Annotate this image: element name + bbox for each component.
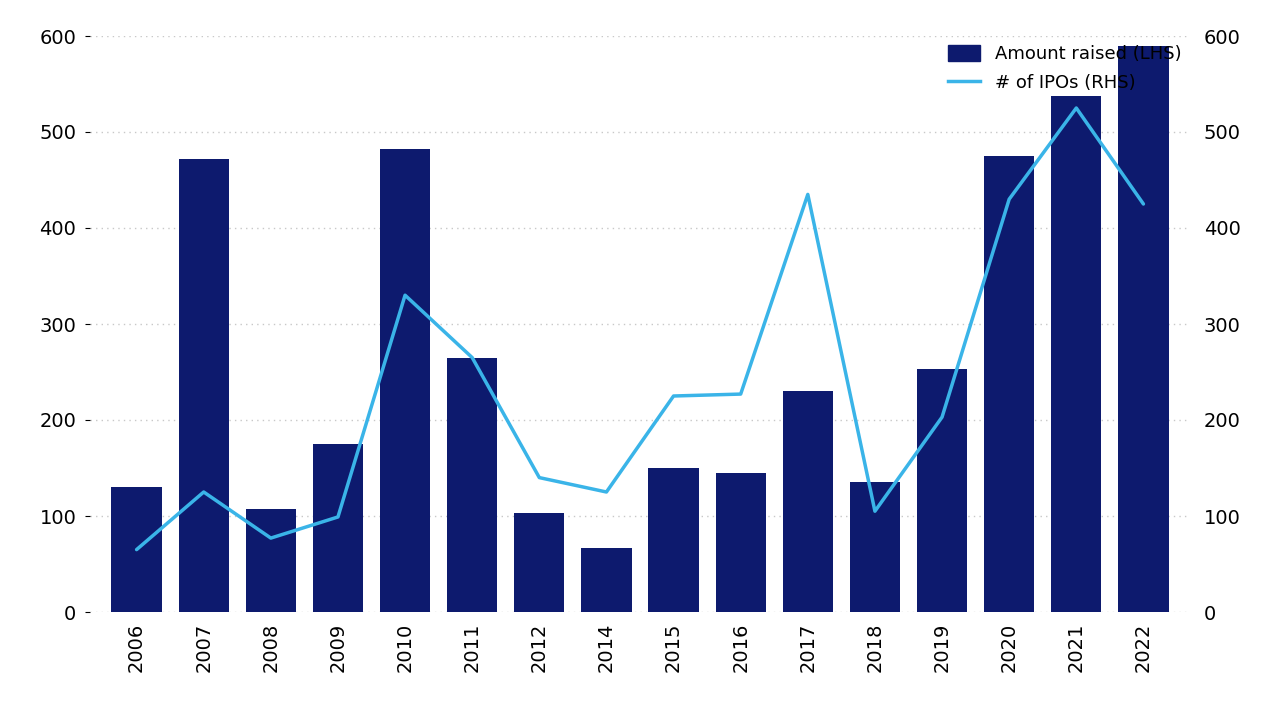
Bar	[916, 369, 968, 612]
Bar	[649, 468, 699, 612]
Bar	[447, 358, 498, 612]
Bar	[246, 509, 296, 612]
Bar	[782, 391, 833, 612]
Bar	[984, 156, 1034, 612]
Bar	[312, 444, 364, 612]
Bar	[380, 149, 430, 612]
Bar	[1051, 96, 1102, 612]
Legend: Amount raised (LHS), # of IPOs (RHS): Amount raised (LHS), # of IPOs (RHS)	[947, 45, 1181, 92]
Bar	[716, 473, 765, 612]
Bar	[1119, 45, 1169, 612]
Bar	[515, 513, 564, 612]
Bar	[850, 482, 900, 612]
Bar	[581, 548, 631, 612]
Bar	[178, 159, 229, 612]
Bar	[111, 487, 161, 612]
